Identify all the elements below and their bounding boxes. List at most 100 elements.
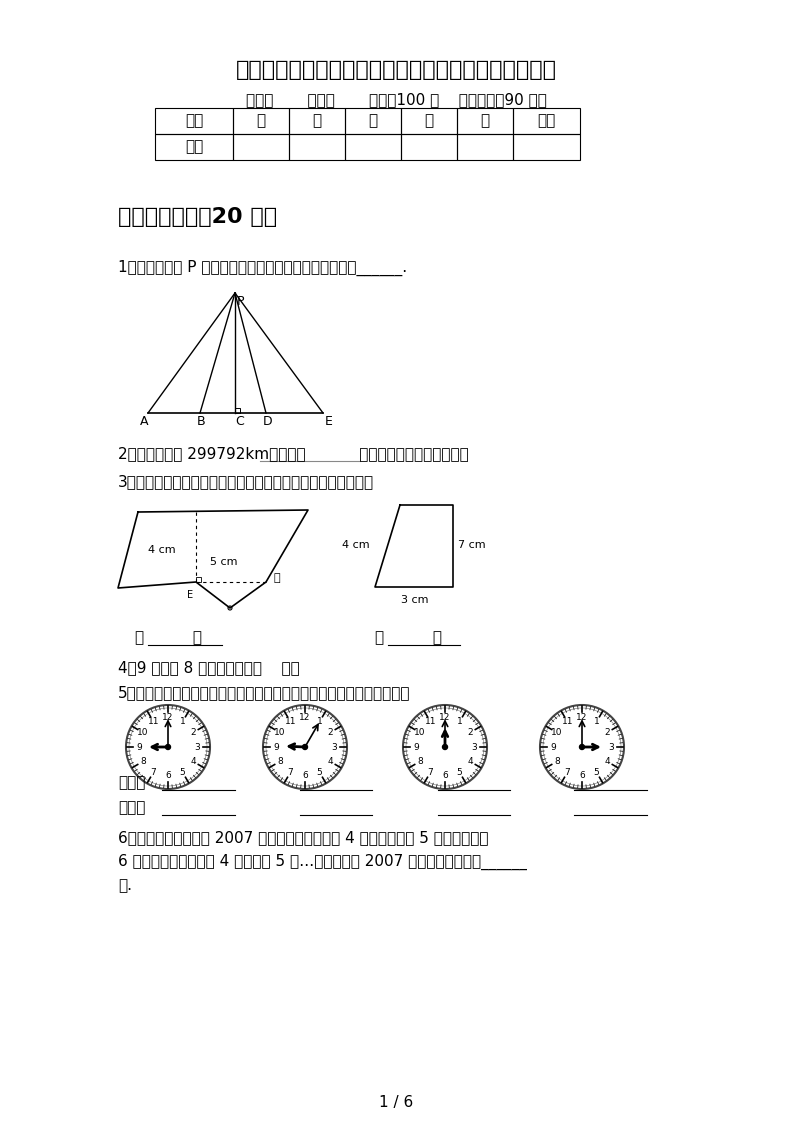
Text: 7: 7 [427, 767, 434, 776]
Circle shape [302, 745, 308, 749]
Text: 2: 2 [328, 728, 333, 737]
Text: 最新部编版四年级数学下册期中试卷及答案（必考题）: 最新部编版四年级数学下册期中试卷及答案（必考题） [236, 59, 557, 80]
Text: 7: 7 [151, 767, 156, 776]
Text: 12: 12 [163, 714, 174, 723]
Text: 二: 二 [312, 113, 322, 129]
Text: 8: 8 [417, 757, 423, 766]
Text: 6: 6 [165, 772, 170, 781]
Bar [289, 108, 345, 134]
Bar [196, 577, 201, 582]
Bar [345, 134, 401, 160]
Text: 三: 三 [369, 113, 377, 129]
Text: 1 / 6: 1 / 6 [379, 1095, 413, 1110]
Text: 3、下面两个图形底边上的高分别是几厘米？在括号里填一填。: 3、下面两个图形底边上的高分别是几厘米？在括号里填一填。 [118, 473, 374, 489]
Text: 9: 9 [136, 743, 142, 752]
Bar [289, 134, 345, 160]
Text: P: P [237, 295, 244, 309]
Text: 四: 四 [424, 113, 434, 129]
Text: 12: 12 [299, 714, 311, 723]
Text: 3: 3 [331, 743, 337, 752]
Text: 个.: 个. [118, 879, 132, 893]
Text: 3: 3 [608, 743, 614, 752]
Text: 11: 11 [425, 717, 436, 726]
Text: 11: 11 [285, 717, 297, 726]
Text: 4: 4 [328, 757, 333, 766]
Bar [233, 108, 289, 134]
Text: 5: 5 [180, 767, 186, 776]
Circle shape [580, 745, 584, 749]
Text: 6 个；接下去再摆红珠 4 个，黄珠 5 个…类推，在这 2007 个珠子中蓝珠共有______: 6 个；接下去再摆红珠 4 个，黄珠 5 个…类推，在这 2007 个珠子中蓝珠… [118, 854, 527, 871]
Text: 4 cm: 4 cm [343, 540, 370, 550]
Text: 4 cm: 4 cm [148, 545, 176, 555]
Text: 题序: 题序 [185, 113, 203, 129]
Text: 4: 4 [467, 757, 473, 766]
Text: 11: 11 [147, 717, 159, 726]
Text: 时间：: 时间： [118, 775, 145, 790]
Text: 得分: 得分 [185, 139, 203, 155]
Bar [401, 134, 457, 160]
Text: 10: 10 [274, 728, 285, 737]
Text: E: E [187, 590, 193, 600]
Text: 3: 3 [471, 743, 477, 752]
Text: 2: 2 [604, 728, 610, 737]
Bar [457, 134, 513, 160]
Bar [401, 108, 457, 134]
Text: 总分: 总分 [538, 113, 556, 129]
Text: 10: 10 [551, 728, 563, 737]
Text: 7: 7 [565, 767, 570, 776]
Bar [235, 408, 240, 413]
Bar [155, 134, 233, 160]
Text: 1: 1 [180, 717, 186, 726]
Text: 6: 6 [579, 772, 585, 781]
Text: 11: 11 [561, 717, 573, 726]
Circle shape [442, 745, 447, 749]
Text: 8: 8 [140, 757, 146, 766]
Text: 10: 10 [137, 728, 148, 737]
Text: 6: 6 [442, 772, 448, 781]
Text: 6、有红、黄、蓝珠共 2007 个，按顺序先摆红珠 4 个，再摆黄珠 5 个，后摆蓝珠: 6、有红、黄、蓝珠共 2007 个，按顺序先摆红珠 4 个，再摆黄珠 5 个，后… [118, 830, 488, 845]
Text: 班级：       姓名：       满分：100 分    考试时间：90 分钟: 班级： 姓名： 满分：100 分 考试时间：90 分钟 [246, 92, 546, 107]
Text: 2、光每秒传播 299792km，约是（           ）万千米（保留一位小数）: 2、光每秒传播 299792km，约是（ ）万千米（保留一位小数） [118, 447, 469, 461]
Text: 6: 6 [302, 772, 308, 781]
Text: 2: 2 [190, 728, 196, 737]
Text: （          ）: （ ） [375, 629, 442, 645]
Text: 9: 9 [550, 743, 556, 752]
Bar [155, 108, 233, 134]
Text: 10: 10 [414, 728, 426, 737]
Text: 4: 4 [604, 757, 610, 766]
Text: 5: 5 [316, 767, 323, 776]
Text: 1: 1 [594, 717, 600, 726]
Text: 9: 9 [413, 743, 419, 752]
Circle shape [166, 745, 170, 749]
Text: 度数：: 度数： [118, 800, 145, 815]
Text: 3 cm: 3 cm [401, 595, 429, 605]
Bar [233, 134, 289, 160]
Text: 底: 底 [273, 573, 280, 583]
Text: C: C [235, 415, 243, 427]
Text: D: D [263, 415, 273, 427]
Bar [345, 108, 401, 134]
Text: 5 cm: 5 cm [210, 557, 237, 567]
Text: 4、9 个十和 8 个一合起来是（    ）。: 4、9 个十和 8 个一合起来是（ ）。 [118, 660, 300, 675]
Text: 12: 12 [439, 714, 450, 723]
Text: A: A [140, 415, 148, 427]
Text: 一、填空题。（20 分）: 一、填空题。（20 分） [118, 206, 277, 227]
Text: B: B [197, 415, 205, 427]
Text: 1、图中，从点 P 引出的几条线段中，最短的一条线段是______.: 1、图中，从点 P 引出的几条线段中，最短的一条线段是______. [118, 260, 407, 276]
Text: 9: 9 [273, 743, 279, 752]
Text: 4: 4 [190, 757, 196, 766]
Text: 5: 5 [594, 767, 600, 776]
Text: 一: 一 [256, 113, 266, 129]
Text: 12: 12 [577, 714, 588, 723]
Text: 8: 8 [554, 757, 560, 766]
Text: 3: 3 [194, 743, 200, 752]
Text: 5: 5 [457, 767, 462, 776]
Bar [513, 134, 580, 160]
Text: 7: 7 [288, 767, 293, 776]
Text: E: E [325, 415, 333, 427]
Text: 1: 1 [457, 717, 462, 726]
Text: 1: 1 [316, 717, 323, 726]
Bar [513, 108, 580, 134]
Text: 2: 2 [467, 728, 473, 737]
Text: 7 cm: 7 cm [458, 540, 485, 550]
